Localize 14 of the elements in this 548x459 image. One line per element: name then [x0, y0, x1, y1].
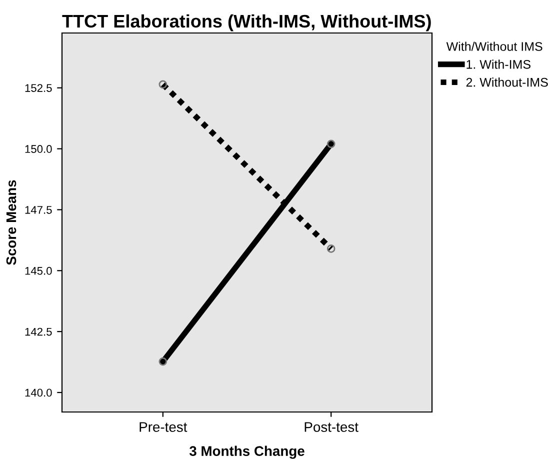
x-axis-title: 3 Months Change	[189, 446, 304, 459]
y-tick-label: 147.5	[25, 206, 52, 214]
chart-title: TTCT Elaborations (With-IMS, Without-IMS)	[62, 14, 431, 32]
legend-title: With/Without IMS	[446, 42, 542, 51]
legend-label: 1. With-IMS	[466, 60, 530, 69]
y-tick-label: 140.0	[25, 388, 52, 397]
y-tick-label: 150.0	[25, 145, 52, 153]
legend-label: 2. Without-IMS	[466, 78, 548, 87]
x-tick-label: Pre-test	[140, 422, 188, 432]
y-tick-label: 142.5	[25, 328, 52, 336]
y-axis-title: Score Means	[6, 180, 16, 265]
x-tick-label: Post-test	[304, 422, 358, 432]
y-tick-label: 145.0	[25, 266, 52, 275]
y-tick-label: 152.5	[25, 84, 52, 92]
